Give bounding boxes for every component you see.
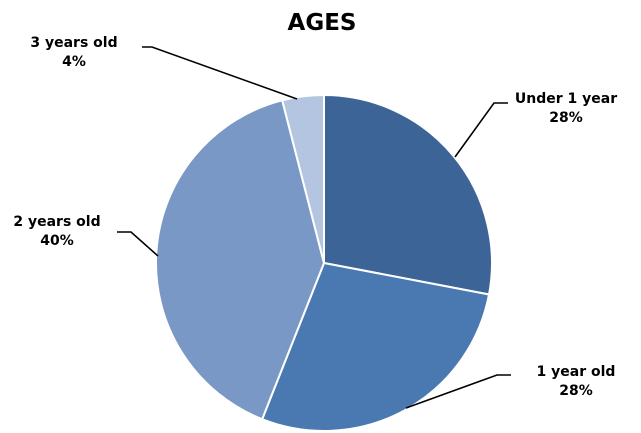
leader-line-2-years-old xyxy=(117,231,159,257)
leader-lines xyxy=(117,46,511,409)
slice-category-label: Under 1 year xyxy=(515,91,617,107)
leader-line-1-year-old xyxy=(405,374,511,409)
leader-line-under-1-year xyxy=(454,102,508,158)
leader-line-3-years-old xyxy=(142,46,298,100)
slice-percent-label: 40% xyxy=(40,233,74,249)
slice-category-label: 1 year old xyxy=(537,364,616,380)
slice-label-2-years-old: 2 years old 40% xyxy=(13,214,100,249)
slice-category-label: 3 years old xyxy=(30,35,117,51)
slice-label-under-1-year: Under 1 year 28% xyxy=(515,91,617,126)
pie-slices xyxy=(155,93,493,432)
slice-under-1-year xyxy=(323,93,493,296)
slice-percent-label: 28% xyxy=(549,110,583,126)
slice-label-3-years-old: 3 years old 4% xyxy=(30,35,117,70)
slice-label-1-year-old: 1 year old 28% xyxy=(537,364,616,399)
slice-percent-label: 28% xyxy=(559,383,593,399)
chart-title: AGES xyxy=(288,10,357,36)
slice-labels: Under 1 year 28% 1 year old 28% 2 years old 4… xyxy=(13,35,617,399)
slice-3-years-old xyxy=(281,93,325,264)
slice-percent-label: 4% xyxy=(62,54,86,70)
slice-category-label: 2 years old xyxy=(13,214,100,230)
slice-1-year-old xyxy=(260,261,491,432)
slice-2-years-old xyxy=(155,99,326,421)
